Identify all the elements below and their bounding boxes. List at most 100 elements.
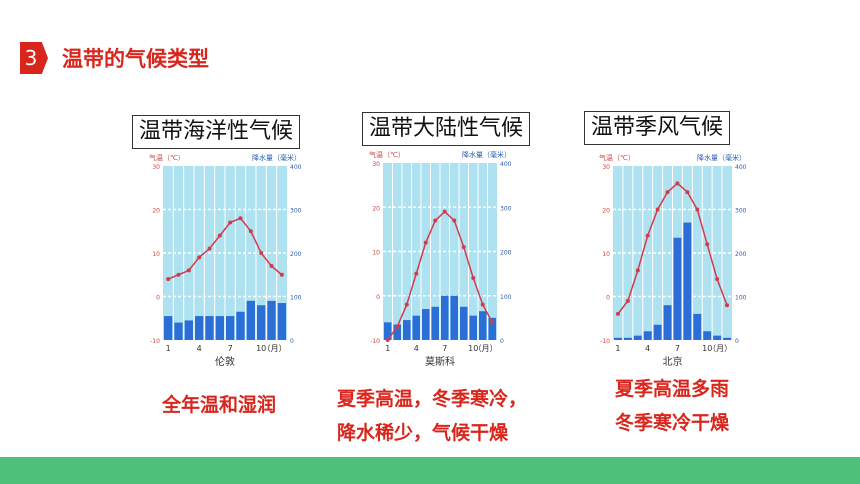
temperature-point bbox=[423, 240, 428, 245]
precip-bar bbox=[215, 316, 224, 340]
caption-monsoon: 夏季高温多雨 冬季寒冷干燥 bbox=[615, 372, 729, 440]
temperature-point bbox=[490, 320, 495, 325]
precip-bar bbox=[195, 316, 204, 340]
precip-tick-label: 300 bbox=[735, 208, 747, 215]
temperature-point bbox=[635, 268, 640, 273]
x-tick-label: 10 bbox=[256, 344, 266, 353]
precip-bar bbox=[633, 335, 642, 340]
temperature-point bbox=[385, 338, 390, 342]
chart-title-maritime: 温带海洋性气候 bbox=[132, 115, 301, 149]
temperature-point bbox=[217, 233, 222, 238]
x-tick-label: 1 bbox=[615, 344, 620, 353]
x-tick-label: （月） bbox=[708, 344, 732, 353]
precip-axis-label: 降水量（毫米） bbox=[462, 150, 511, 159]
caption-maritime: 全年温和湿润 bbox=[162, 388, 276, 422]
city-label: 北京 bbox=[663, 355, 683, 368]
precip-bar bbox=[683, 222, 692, 340]
precip-bar bbox=[693, 313, 702, 340]
temp-tick-label: 0 bbox=[376, 294, 380, 301]
temp-tick-label: 20 bbox=[602, 208, 610, 215]
city-label: 莫斯科 bbox=[425, 355, 455, 368]
precip-bar bbox=[403, 320, 411, 340]
x-tick-label: 4 bbox=[645, 344, 650, 353]
x-tick-label: 4 bbox=[414, 344, 419, 353]
precip-tick-label: 200 bbox=[735, 251, 747, 258]
precip-bar bbox=[614, 337, 622, 340]
temperature-point bbox=[404, 302, 409, 307]
temp-tick-label: 10 bbox=[372, 250, 380, 257]
caption-line: 全年温和湿润 bbox=[162, 394, 277, 416]
chart-title-monsoon: 温带季风气候 bbox=[584, 111, 731, 145]
precip-bar bbox=[450, 295, 458, 340]
caption-line: 降水稀少，气候干燥 bbox=[337, 422, 509, 444]
temperature-point bbox=[228, 220, 233, 225]
temperature-point bbox=[414, 271, 419, 276]
temperature-point bbox=[442, 209, 447, 214]
precip-bar bbox=[246, 300, 255, 340]
footer-bar bbox=[0, 457, 860, 484]
temperature-point bbox=[279, 272, 284, 277]
precip-bar bbox=[267, 300, 276, 340]
precip-bar bbox=[384, 322, 392, 340]
temp-tick-label: 10 bbox=[602, 251, 610, 258]
precip-bar bbox=[412, 315, 420, 340]
temperature-point bbox=[665, 190, 670, 195]
temperature-point bbox=[259, 251, 264, 255]
precip-bar bbox=[422, 309, 430, 340]
section-header: 3 温带的气候类型 bbox=[20, 40, 209, 76]
precip-bar bbox=[703, 331, 712, 340]
precip-tick-label: 100 bbox=[500, 294, 512, 301]
precip-bar bbox=[441, 295, 449, 340]
x-tick-label: 1 bbox=[166, 344, 171, 353]
temp-tick-label: -10 bbox=[600, 338, 610, 345]
temperature-point bbox=[452, 218, 457, 223]
precip-bar bbox=[623, 337, 632, 340]
precip-axis-label: 降水量（毫米） bbox=[697, 153, 746, 162]
temperature-line bbox=[617, 182, 728, 315]
temperature-point bbox=[207, 246, 212, 251]
temperature-line bbox=[387, 210, 493, 341]
precip-axis-label: 降水量（毫米） bbox=[252, 153, 301, 162]
precip-tick-label: 200 bbox=[500, 250, 512, 257]
x-tick-label: （月） bbox=[474, 344, 498, 353]
precip-tick-label: 400 bbox=[290, 164, 302, 171]
precip-bar bbox=[184, 320, 193, 340]
x-tick-label: 7 bbox=[228, 344, 233, 353]
precip-bar bbox=[723, 337, 731, 340]
precip-bar bbox=[653, 324, 662, 340]
temp-axis-label: 气温（℃） bbox=[149, 153, 185, 162]
temperature-point bbox=[645, 233, 650, 238]
temp-tick-label: 30 bbox=[602, 164, 610, 171]
precip-tick-label: 400 bbox=[500, 161, 512, 168]
temperature-point bbox=[705, 242, 710, 247]
x-tick-label: 7 bbox=[675, 344, 680, 353]
temp-tick-label: -10 bbox=[370, 338, 380, 345]
temperature-point bbox=[248, 229, 253, 234]
precip-bar bbox=[479, 311, 487, 340]
precip-bar bbox=[236, 311, 245, 340]
precip-tick-label: 0 bbox=[735, 338, 739, 345]
temp-tick-label: 30 bbox=[372, 161, 380, 168]
temperature-point bbox=[176, 272, 181, 277]
precip-bar bbox=[673, 237, 682, 340]
temperature-point bbox=[269, 264, 274, 269]
precip-tick-label: 400 bbox=[735, 164, 747, 171]
x-tick-label: 10 bbox=[702, 344, 712, 353]
city-label: 伦敦 bbox=[215, 355, 235, 368]
temp-tick-label: 0 bbox=[606, 295, 610, 302]
temperature-point bbox=[433, 218, 438, 223]
temp-tick-label: -10 bbox=[150, 338, 160, 345]
section-title: 温带的气候类型 bbox=[62, 47, 209, 71]
temperature-point bbox=[395, 324, 400, 329]
temp-tick-label: 0 bbox=[156, 295, 160, 302]
caption-line: 冬季寒冷干燥 bbox=[615, 412, 730, 434]
temp-axis-label: 气温（℃） bbox=[599, 153, 635, 162]
precip-tick-label: 0 bbox=[290, 338, 294, 345]
section-number-badge: 3 bbox=[20, 42, 48, 74]
temp-tick-label: 30 bbox=[152, 164, 160, 171]
x-tick-label: 1 bbox=[385, 344, 390, 353]
temperature-point bbox=[715, 277, 720, 282]
temperature-point bbox=[197, 255, 202, 260]
temperature-point bbox=[655, 207, 660, 212]
